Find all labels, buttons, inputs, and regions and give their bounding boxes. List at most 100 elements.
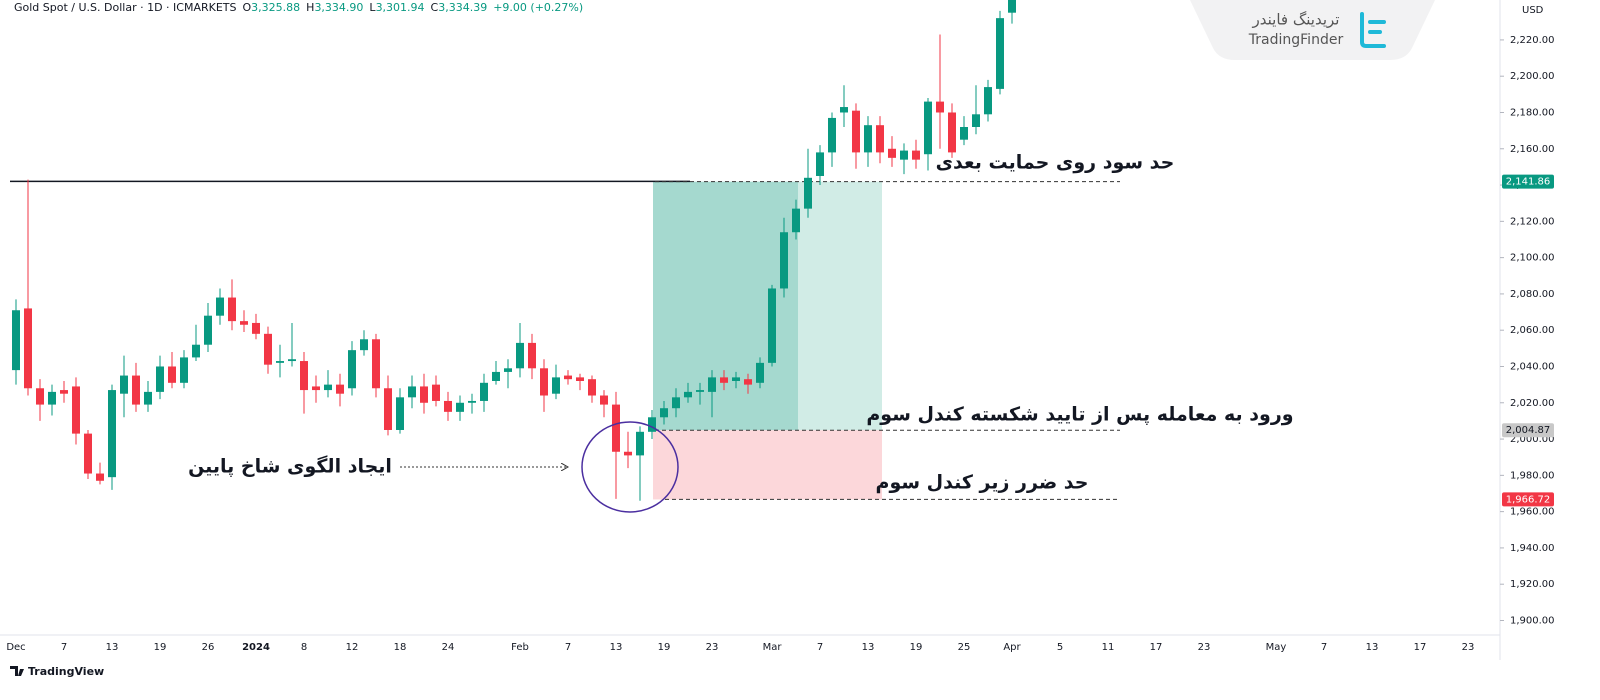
candle-body — [648, 417, 656, 432]
x-tick-label: 13 — [610, 642, 623, 653]
price-badge-label: 2,141.86 — [1506, 177, 1551, 188]
x-tick-label: 23 — [1198, 642, 1211, 653]
candle-body — [12, 310, 20, 371]
candle-body — [48, 391, 56, 405]
candle-body — [720, 377, 728, 383]
candle-body — [1008, 0, 1016, 13]
x-tick-label: 24 — [442, 642, 455, 653]
y-tick-label: 2,200.00 — [1510, 71, 1555, 82]
candle-body — [360, 339, 368, 351]
y-tick-label: 2,220.00 — [1510, 35, 1555, 46]
candle-body — [960, 127, 968, 140]
candle-body — [180, 357, 188, 383]
y-tick-label: 1,960.00 — [1510, 507, 1555, 518]
candle-body — [576, 377, 584, 381]
x-tick-label: May — [1266, 642, 1287, 653]
y-tick-label: 2,020.00 — [1510, 398, 1555, 409]
y-tick-label: 2,080.00 — [1510, 289, 1555, 300]
logo-en: TradingFinder — [1248, 32, 1344, 48]
candle-body — [132, 375, 140, 405]
y-tick-label: 1,900.00 — [1510, 615, 1555, 626]
candle-body — [420, 386, 428, 403]
y-tick-label: 1,980.00 — [1510, 470, 1555, 481]
x-tick-label: Apr — [1003, 642, 1021, 653]
candle-body — [372, 339, 380, 389]
footer: TradingView — [28, 665, 104, 678]
change: +9.00 (+0.27%) — [493, 1, 583, 14]
annotation-entry: ورود به معامله پس از تایید شکسته کندل سو… — [866, 404, 1293, 426]
x-tick-label: 19 — [154, 642, 167, 653]
candle-body — [396, 397, 404, 430]
candle-body — [408, 386, 416, 398]
candle-body — [384, 388, 392, 430]
candle-body — [516, 342, 524, 369]
x-tick-label: 13 — [1366, 642, 1379, 653]
candle-body — [468, 400, 476, 403]
x-tick-label: Dec — [6, 642, 25, 653]
x-tick-label: 26 — [202, 642, 215, 653]
candle-body — [252, 322, 260, 334]
candle-body — [456, 402, 464, 412]
candle-body — [264, 333, 272, 365]
candle-body — [936, 101, 944, 113]
candle-body — [792, 208, 800, 233]
candle-body — [36, 388, 44, 405]
x-tick-label: 2024 — [242, 642, 270, 653]
logo-badge — [1190, 0, 1435, 60]
candle-body — [756, 362, 764, 383]
candle-body — [888, 148, 896, 158]
ohlc-key: C — [431, 1, 439, 14]
annotation-pattern: ایجاد الگوی شاخ پایین — [188, 455, 392, 478]
price-badge — [1502, 423, 1554, 438]
x-tick-label: 13 — [106, 642, 119, 653]
candle-body — [624, 451, 632, 456]
pattern-circle — [581, 421, 679, 513]
y-tick-label: 2,000.00 — [1510, 434, 1555, 445]
x-tick-label: 13 — [862, 642, 875, 653]
candle-body — [708, 377, 716, 392]
candle-body — [588, 379, 596, 396]
x-tick-label: 8 — [301, 642, 307, 653]
x-tick-label: 7 — [1321, 642, 1327, 653]
candle-body — [300, 361, 308, 391]
x-tick-label: Mar — [763, 642, 783, 653]
candle-body — [924, 101, 932, 155]
ohlc-key: H — [306, 1, 314, 14]
candle-body — [216, 297, 224, 316]
candle-body — [72, 386, 80, 434]
candle-body — [732, 377, 740, 381]
candle-body — [492, 371, 500, 381]
x-tick-label: 7 — [565, 642, 571, 653]
x-tick-label: 7 — [61, 642, 67, 653]
y-tick-label: 1,940.00 — [1510, 543, 1555, 554]
candle-body — [996, 18, 1004, 89]
x-tick-label: 19 — [658, 642, 671, 653]
price-badge-label: 1,966.72 — [1506, 494, 1551, 505]
ohlc-key: L — [369, 1, 376, 14]
ohlc-key: O — [243, 1, 252, 14]
candle-body — [312, 386, 320, 391]
candle-body — [636, 431, 644, 456]
candle-body — [144, 391, 152, 405]
y-tick-label: 2,100.00 — [1510, 253, 1555, 264]
candle-body — [528, 342, 536, 369]
loss-zone — [653, 430, 882, 500]
candle-body — [900, 150, 908, 160]
header: Gold Spot / U.S. Dollar · 1D · ICMARKETS… — [14, 1, 583, 14]
candle-body — [600, 395, 608, 405]
x-tick-label: 11 — [1102, 642, 1115, 653]
candle-body — [660, 408, 668, 418]
ohlc-value: 3,301.94 — [376, 1, 425, 14]
candle-body — [324, 384, 332, 391]
logo-icon — [1360, 12, 1386, 48]
candle-body — [168, 366, 176, 383]
candle-body — [204, 315, 212, 345]
logo-fa: تریدینگ فایندر — [1252, 11, 1340, 29]
candle-body — [804, 177, 812, 209]
candle-body — [684, 391, 692, 398]
candle-body — [564, 375, 572, 380]
candle-body — [108, 390, 116, 478]
y-tick-label: 2,040.00 — [1510, 361, 1555, 372]
annotation-target: حد سود روی حمایت بعدی — [936, 152, 1175, 174]
x-tick-label: 23 — [706, 642, 719, 653]
